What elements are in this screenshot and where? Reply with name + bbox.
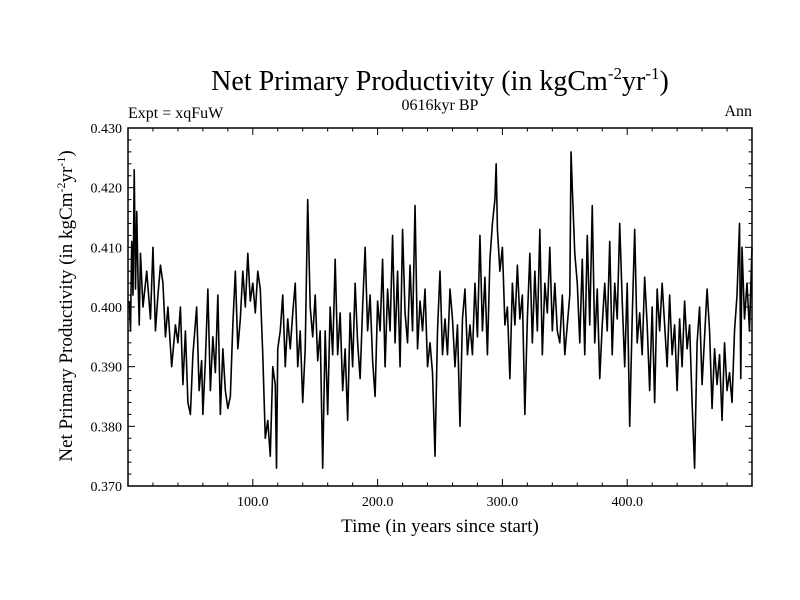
y-axis-label: Net Primary Productivity (in kgCm-2yr-1) bbox=[54, 150, 77, 461]
series-line-npp bbox=[128, 151, 753, 469]
y-tick-label: 0.430 bbox=[91, 122, 123, 137]
chart-title-sup2: -1 bbox=[645, 64, 659, 83]
x-tick-label: 100.0 bbox=[237, 495, 269, 510]
y-tick-label: 0.390 bbox=[91, 361, 123, 376]
chart-title: Net Primary Productivity (in kgCm-2yr-1) bbox=[211, 64, 669, 97]
y-tick-label: 0.400 bbox=[91, 301, 123, 316]
y-axis-label-mid: yr bbox=[56, 166, 77, 183]
subtitle-right: Ann bbox=[724, 103, 752, 120]
x-axis-label: Time (in years since start) bbox=[341, 516, 539, 537]
chart-title-sup1: -2 bbox=[608, 64, 622, 83]
y-axis-label-sup2: -1 bbox=[54, 157, 68, 167]
subtitle-left: Expt = xqFuW bbox=[128, 105, 224, 122]
chart-title-end: ) bbox=[659, 66, 668, 97]
chart-title-main: Net Primary Productivity (in kgCm bbox=[211, 66, 608, 97]
subtitle-center: 0616kyr BP bbox=[402, 97, 479, 114]
y-axis-label-sup1: -2 bbox=[54, 183, 68, 193]
x-tick-label: 400.0 bbox=[611, 495, 643, 510]
y-tick-label: 0.370 bbox=[91, 480, 123, 495]
plot-frame bbox=[127, 127, 753, 487]
axis-ticks: 0.370 0.380 0.390 0.400 0.410 0.420 0.430 100.0… bbox=[91, 122, 753, 510]
y-axis-label-main: Net Primary Productivity (in kgCm bbox=[56, 192, 77, 461]
y-tick-label: 0.410 bbox=[91, 241, 123, 256]
x-tick-label: 200.0 bbox=[362, 495, 394, 510]
x-tick-label: 300.0 bbox=[487, 495, 519, 510]
chart-title-mid: yr bbox=[622, 66, 646, 97]
y-axis-label-end: ) bbox=[56, 150, 77, 156]
series-group bbox=[128, 151, 753, 469]
y-tick-label: 0.380 bbox=[91, 420, 123, 435]
y-tick-label: 0.420 bbox=[91, 182, 123, 197]
